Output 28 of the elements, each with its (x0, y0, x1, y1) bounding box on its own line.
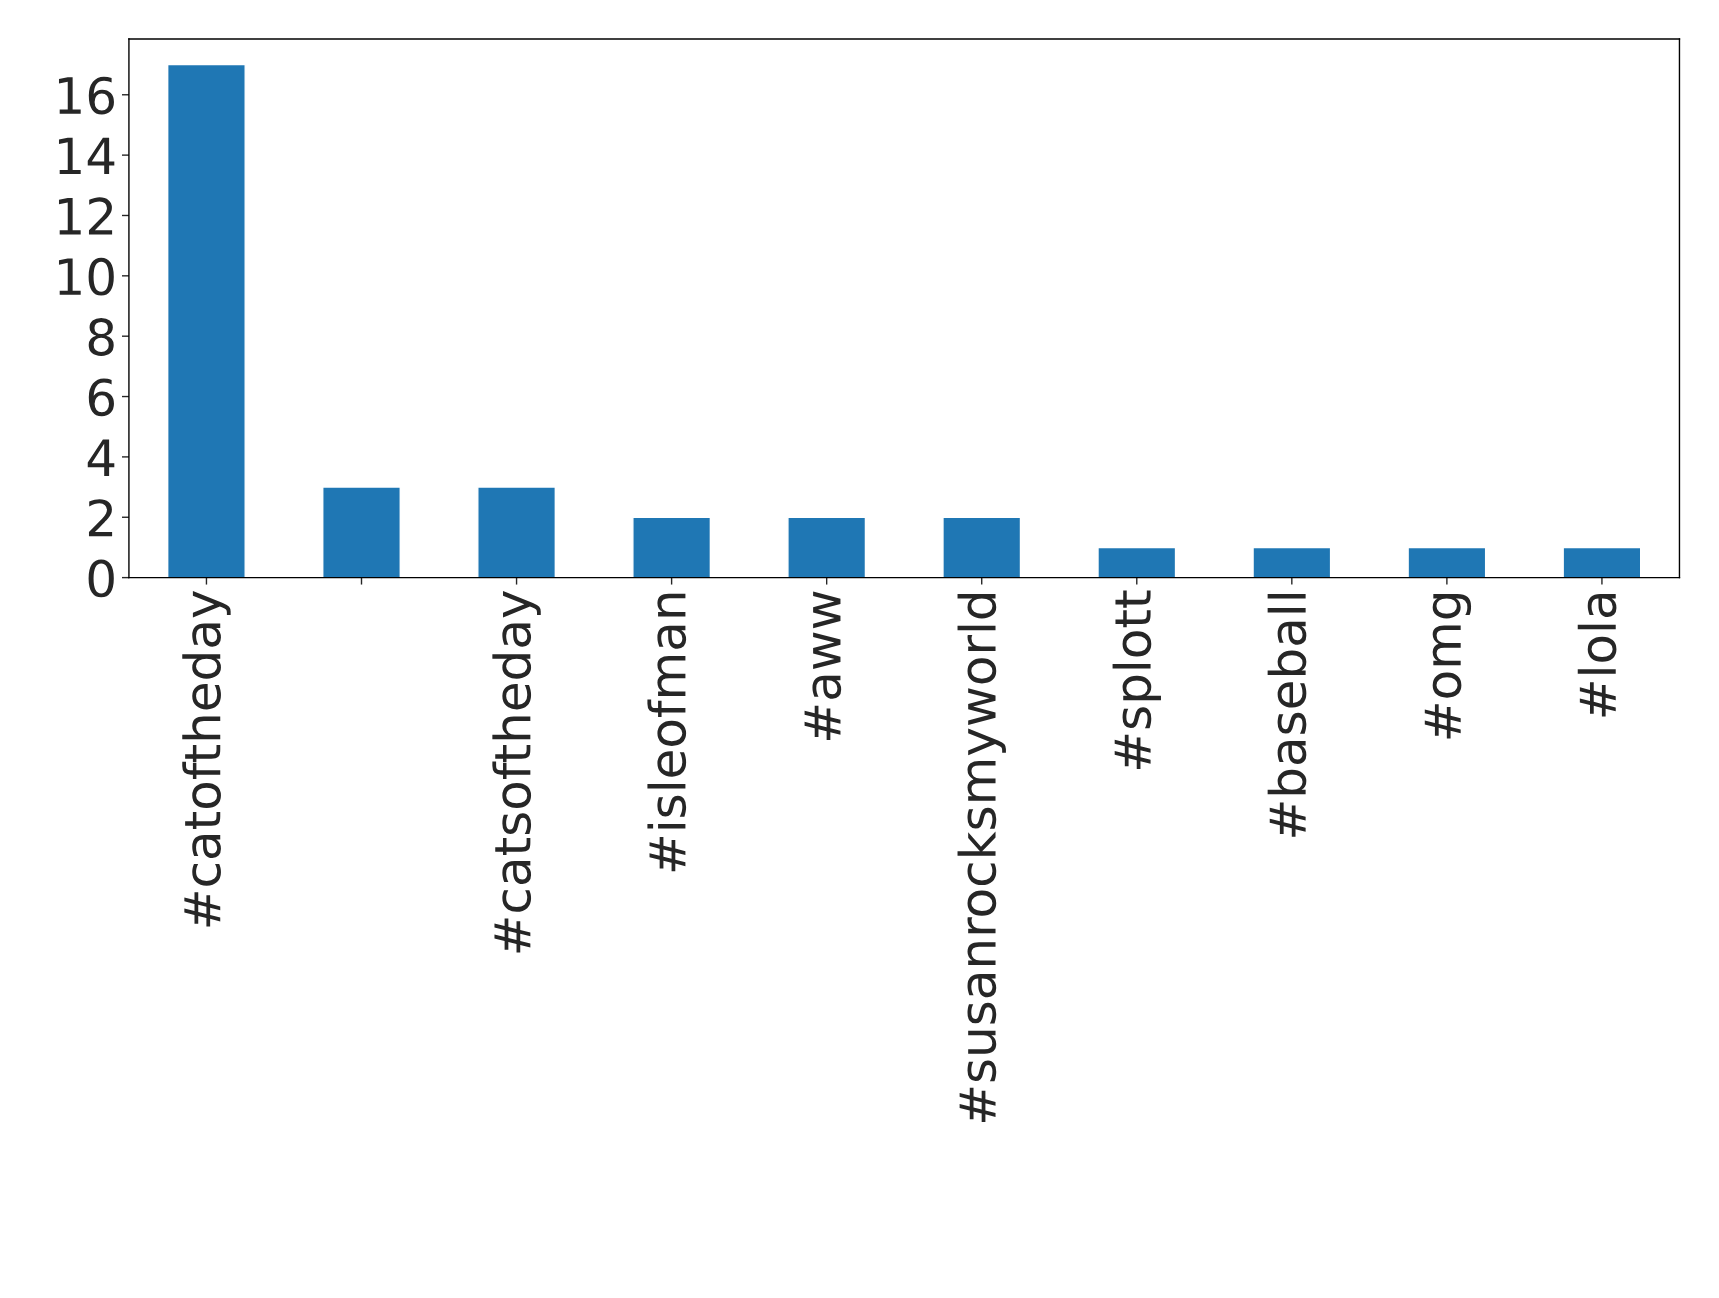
bar (477, 486, 557, 578)
x-tick-label: #omg (1424, 593, 1472, 739)
y-tick-label: 12 (58, 197, 113, 235)
x-tick-label: #isleofman (647, 593, 687, 872)
x-tick-label: #splott (1112, 590, 1161, 769)
x-tick-label: #lola (1577, 593, 1617, 717)
bar (322, 486, 401, 578)
x-tick-label: #baseball (1267, 594, 1307, 837)
y-tick-label: 16 (58, 76, 114, 115)
x-tick-label: #susanrocksmyworld (957, 593, 1006, 1123)
y-tick-label: 4 (87, 439, 115, 476)
y-tick-label: 0 (88, 559, 114, 598)
bar (942, 516, 1022, 578)
y-tick-label: 2 (88, 499, 113, 537)
x-tick-label: #aww (804, 591, 842, 740)
y-tick-label: 10 (58, 257, 114, 296)
bar (166, 63, 246, 578)
bar (632, 516, 712, 578)
x-tick-label: #catoftheday (182, 590, 231, 927)
bar (1562, 546, 1642, 578)
bar (1252, 546, 1332, 578)
y-tick-label: 14 (58, 137, 115, 175)
y-tick-label: 8 (88, 318, 114, 356)
x-tick-label: #catsoftheday (492, 590, 541, 953)
y-tick-label: 6 (88, 378, 114, 417)
bar (787, 516, 867, 578)
bar (1097, 546, 1177, 578)
bar (1407, 546, 1487, 578)
